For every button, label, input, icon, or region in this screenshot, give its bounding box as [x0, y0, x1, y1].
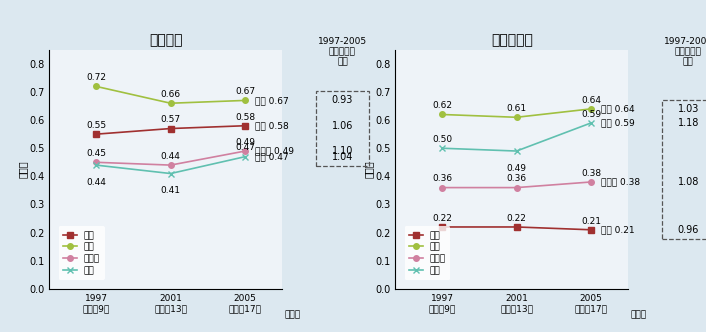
Text: 0.66: 0.66 — [160, 90, 181, 99]
Text: 1997-2005
年における
伸び: 1997-2005 年における 伸び — [318, 37, 367, 66]
Text: ドイツ 0.38: ドイツ 0.38 — [601, 178, 640, 187]
Text: 日本 0.58: 日本 0.58 — [255, 121, 289, 130]
Text: 0.41: 0.41 — [160, 186, 181, 195]
Text: 0.96: 0.96 — [678, 225, 699, 235]
Text: 0.44: 0.44 — [86, 178, 106, 187]
Legend: 日本, 米国, ドイツ, 英国: 日本, 米国, ドイツ, 英国 — [405, 226, 450, 280]
Y-axis label: （件）: （件） — [18, 160, 28, 178]
Text: 0.61: 0.61 — [506, 104, 527, 113]
Text: 1997-2005
年における
伸び: 1997-2005 年における 伸び — [664, 37, 706, 66]
Text: （年）: （年） — [285, 310, 301, 319]
Text: 0.55: 0.55 — [86, 121, 106, 130]
Text: 1.03: 1.03 — [678, 104, 699, 114]
Text: 米国 0.67: 米国 0.67 — [255, 96, 289, 105]
Text: 1.06: 1.06 — [332, 121, 353, 131]
Text: （年）: （年） — [630, 310, 647, 319]
Text: 日本 0.21: 日本 0.21 — [601, 225, 635, 234]
Text: ドイツ 0.49: ドイツ 0.49 — [255, 146, 294, 155]
Text: 0.93: 0.93 — [332, 95, 353, 106]
Text: 英国 0.59: 英国 0.59 — [601, 119, 635, 127]
Text: 0.64: 0.64 — [581, 96, 601, 105]
Text: 0.45: 0.45 — [86, 149, 106, 158]
Text: 0.36: 0.36 — [506, 174, 527, 184]
Text: 0.62: 0.62 — [432, 101, 452, 110]
Text: 0.44: 0.44 — [161, 152, 181, 161]
Legend: 日本, 米国, ドイツ, 英国: 日本, 米国, ドイツ, 英国 — [59, 226, 104, 280]
Text: 0.47: 0.47 — [235, 143, 255, 152]
Text: 0.22: 0.22 — [432, 214, 452, 223]
Text: 0.49: 0.49 — [235, 138, 255, 147]
Text: 0.49: 0.49 — [506, 164, 527, 173]
Text: 0.67: 0.67 — [235, 87, 255, 96]
Text: 0.36: 0.36 — [432, 174, 452, 184]
Y-axis label: （件）: （件） — [364, 160, 373, 178]
Title: 理工農系: 理工農系 — [149, 33, 183, 47]
Text: 0.22: 0.22 — [507, 214, 527, 223]
Text: 0.59: 0.59 — [581, 110, 601, 119]
Text: 1.18: 1.18 — [678, 118, 699, 128]
Text: 1.10: 1.10 — [332, 146, 353, 156]
Text: 0.50: 0.50 — [432, 135, 452, 144]
Text: 米国 0.64: 米国 0.64 — [601, 104, 635, 113]
Text: 1.04: 1.04 — [332, 152, 353, 162]
Text: 0.72: 0.72 — [86, 73, 106, 82]
Text: 0.58: 0.58 — [235, 113, 255, 122]
Text: 1.08: 1.08 — [678, 177, 699, 187]
Text: 0.57: 0.57 — [160, 116, 181, 124]
Text: 英国 0.47: 英国 0.47 — [255, 152, 289, 161]
Text: 0.38: 0.38 — [581, 169, 601, 178]
Title: 臨床医学系: 臨床医学系 — [491, 33, 533, 47]
Text: 0.21: 0.21 — [581, 216, 601, 226]
